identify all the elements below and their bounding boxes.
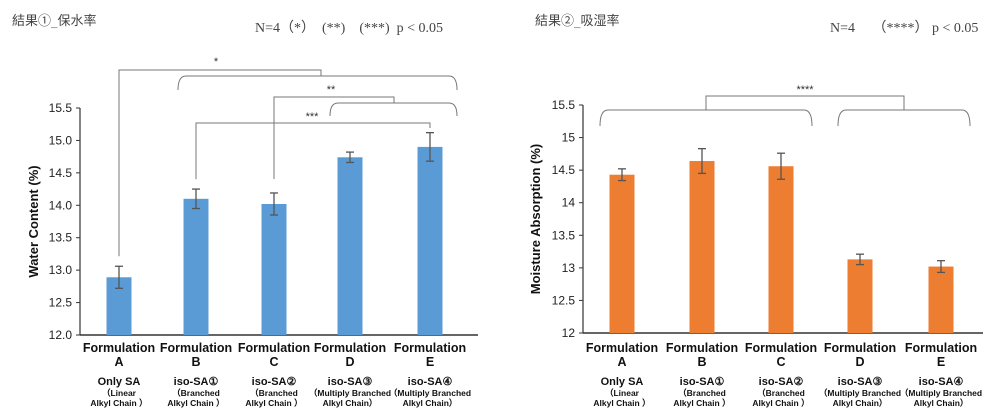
- category-desc: （Branched: [757, 388, 805, 398]
- significance-note-water: N=4（*） (**) (***) p < 0.05: [255, 21, 444, 36]
- category-desc: （Branched: [678, 388, 726, 398]
- category-desc: Alkyl Chain ）: [167, 398, 224, 408]
- category-sample: iso-SA②: [252, 376, 297, 388]
- category-sample: Only SA: [601, 376, 644, 388]
- category-sample: iso-SA②: [759, 376, 804, 388]
- y-tick-label: 15.5: [49, 101, 73, 115]
- bar: [847, 259, 873, 333]
- category-letter: A: [114, 355, 123, 369]
- category-desc: （Linear: [102, 388, 137, 398]
- category-desc: Alkyl Chain ）: [245, 398, 302, 408]
- category-desc: Alkyl Chain）: [833, 398, 888, 408]
- y-tick-label: 13.5: [552, 228, 576, 242]
- category-label: Formulation: [586, 341, 658, 355]
- y-axis-label: Water Content (%): [26, 165, 41, 277]
- y-tick-label: 12.5: [552, 293, 576, 307]
- y-tick-label: 13: [562, 261, 576, 275]
- category-sample: iso-SA①: [680, 376, 725, 388]
- category-desc: （Multiply Branched: [389, 388, 471, 398]
- category-desc: Alkyl Chain）: [403, 398, 458, 408]
- bar: [261, 203, 287, 335]
- significance-note-moisture: N=4 （****） p < 0.05: [830, 21, 979, 36]
- y-tick-label: 13.5: [49, 231, 73, 245]
- y-tick-label: 14: [562, 196, 576, 210]
- category-label: Formulation: [160, 341, 232, 355]
- category-letter: C: [269, 355, 278, 369]
- category-sample: iso-SA④: [919, 376, 964, 388]
- bar: [768, 166, 794, 333]
- category-desc: （Branched: [250, 388, 298, 398]
- bar: [337, 157, 363, 335]
- water-content-chart: 12.0 12.5 13.0 13.5 14.0 14.5 15.0 15.5 Water Co…: [26, 56, 478, 408]
- bar: [417, 146, 443, 335]
- significance-group-bracket: [599, 109, 813, 127]
- significance-bracket: [705, 95, 905, 110]
- category-desc: Alkyl Chain）: [323, 398, 378, 408]
- category-desc: （Multiply Branched: [900, 388, 982, 398]
- category-letter: D: [345, 355, 354, 369]
- moisture-absorption-chart: 12 12.5 13 13.5 14 14.5 15 15.5 Moisture Absorpt…: [528, 84, 983, 408]
- category-sample: iso-SA③: [328, 376, 373, 388]
- category-label: Formulation: [745, 341, 817, 355]
- category-label: Formulation: [394, 341, 466, 355]
- category-letter: E: [426, 355, 434, 369]
- category-letter: E: [937, 355, 945, 369]
- y-tick-label: 13.0: [49, 263, 73, 277]
- y-tick-label: 15: [562, 131, 576, 145]
- panel-title-moisture: 結果②_吸湿率: [535, 14, 620, 29]
- significance-group-bracket: [837, 109, 971, 127]
- y-tick-label: 15.5: [552, 98, 576, 112]
- significance-bracket: [118, 69, 322, 257]
- category-letter: D: [855, 355, 864, 369]
- category-sample: iso-SA④: [408, 376, 453, 388]
- category-desc: Alkyl Chain ）: [752, 398, 809, 408]
- bar: [609, 174, 635, 333]
- y-axis-label: Moisture Absorption (%): [528, 144, 543, 294]
- significance-label: ***: [306, 111, 320, 123]
- category-label: Formulation: [238, 341, 310, 355]
- category-desc: Alkyl Chain ）: [90, 398, 147, 408]
- y-tick-label: 14.5: [552, 163, 576, 177]
- category-desc: Alkyl Chain）: [914, 398, 969, 408]
- significance-group-bracket: [177, 75, 458, 91]
- category-sample: iso-SA③: [838, 376, 883, 388]
- category-letter: B: [191, 355, 200, 369]
- y-tick-label: 15.0: [49, 133, 73, 147]
- category-sample: Only SA: [98, 376, 141, 388]
- category-desc: Alkyl Chain ）: [593, 398, 650, 408]
- category-letter: C: [776, 355, 785, 369]
- category-label: Formulation: [666, 341, 738, 355]
- significance-label: ****: [796, 84, 814, 96]
- category-label: Formulation: [314, 341, 386, 355]
- significance-bracket: [195, 122, 431, 180]
- category-label: Formulation: [905, 341, 977, 355]
- bar: [183, 198, 209, 335]
- y-tick-label: 12.5: [49, 296, 73, 310]
- significance-label: *: [214, 56, 219, 68]
- bar: [928, 266, 954, 333]
- bar: [689, 161, 715, 333]
- category-label: Formulation: [83, 341, 155, 355]
- category-letter: A: [617, 355, 626, 369]
- category-desc: （Branched: [172, 388, 220, 398]
- category-letter: B: [697, 355, 706, 369]
- y-tick-label: 14.0: [49, 198, 73, 212]
- category-label: Formulation: [824, 341, 896, 355]
- category-desc: Alkyl Chain ）: [673, 398, 730, 408]
- category-sample: iso-SA①: [174, 376, 219, 388]
- category-desc: （Multiply Branched: [309, 388, 391, 398]
- significance-label: **: [327, 84, 336, 96]
- significance-bracket: [273, 96, 395, 179]
- y-tick-label: 12: [562, 326, 576, 340]
- y-tick-label: 12.0: [49, 328, 73, 342]
- category-desc: （Linear: [605, 388, 640, 398]
- category-desc: （Multiply Branched: [819, 388, 901, 398]
- significance-group-bracket: [329, 102, 458, 117]
- y-tick-label: 14.5: [49, 166, 73, 180]
- panel-title-water: 結果①_保水率: [12, 14, 97, 29]
